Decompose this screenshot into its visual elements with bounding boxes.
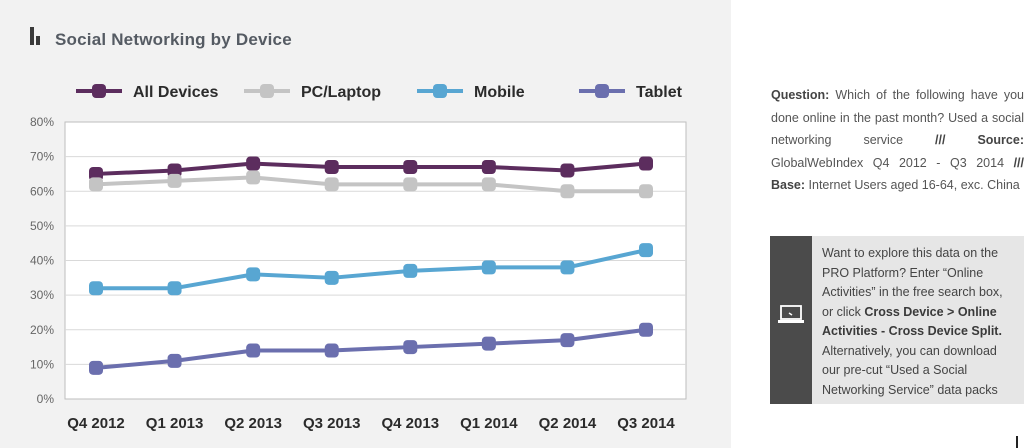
bar-chart-icon <box>30 27 42 45</box>
series-line <box>96 248 647 291</box>
data-point <box>481 260 496 275</box>
series-line <box>95 327 647 370</box>
y-tick-label: 80% <box>30 115 54 129</box>
y-tick-label: 60% <box>30 184 54 198</box>
x-tick-label: Q1 2014 <box>460 415 518 432</box>
callout-link-path[interactable]: Cross Device > Online Activities - Cross… <box>822 304 1002 339</box>
data-point <box>403 177 418 192</box>
callout-icon-strip <box>770 236 812 404</box>
data-point <box>560 184 575 199</box>
legend-label: All Devices <box>133 84 218 101</box>
legend-label: Mobile <box>474 84 525 101</box>
data-point <box>246 267 261 282</box>
x-tick-label: Q2 2014 <box>539 415 597 432</box>
x-tick-label: Q3 2013 <box>303 415 361 432</box>
question-body: Which of the following have you done onl… <box>771 88 1024 147</box>
data-point <box>560 163 575 178</box>
data-point <box>481 336 496 351</box>
x-tick-label: Q4 2013 <box>382 415 440 432</box>
chart-title: Social Networking by Device <box>55 30 292 49</box>
legend-label: PC/Laptop <box>301 84 381 101</box>
x-tick-label: Q3 2014 <box>617 415 675 432</box>
laptop-icon <box>778 305 804 323</box>
legend-swatch-marker <box>92 84 106 98</box>
callout-text: Want to explore this data on the PRO Pla… <box>822 244 1016 400</box>
series-line <box>95 175 646 194</box>
data-point <box>324 343 339 358</box>
data-point <box>246 343 261 358</box>
base-label: Base: <box>771 178 806 192</box>
y-tick-label: 40% <box>30 254 54 268</box>
y-tick-label: 0% <box>37 392 55 406</box>
legend-swatch-marker <box>433 84 447 98</box>
separator: /// <box>1013 155 1024 170</box>
source-body: GlobalWebIndex Q4 2012 - Q3 2014 <box>771 155 1014 170</box>
data-point <box>560 333 575 348</box>
x-tick-label: Q4 2012 <box>67 415 125 432</box>
x-tick-label: Q1 2013 <box>146 415 204 432</box>
source-label: Source: <box>945 133 1024 147</box>
data-point <box>89 360 103 375</box>
base-body: Internet Users aged 16-64, exc. China <box>805 178 1020 192</box>
legend-label: Tablet <box>636 84 683 101</box>
data-point <box>481 177 496 192</box>
data-point <box>167 281 182 296</box>
series-line <box>95 161 647 176</box>
data-point <box>639 184 653 199</box>
data-point <box>246 156 261 171</box>
data-point <box>167 353 182 368</box>
data-point <box>403 340 418 355</box>
data-point <box>639 322 653 337</box>
y-tick-label: 30% <box>30 288 54 302</box>
callout-text-intro: Want to explore this data on the PRO Pla… <box>822 246 1003 319</box>
data-point <box>246 170 261 185</box>
y-tick-label: 50% <box>30 219 54 233</box>
data-point <box>639 156 653 171</box>
question-text: Question: Which of the following have yo… <box>771 84 1024 197</box>
data-point <box>89 281 103 296</box>
data-point <box>324 160 339 175</box>
edge-mark <box>1016 436 1018 448</box>
legend-swatch-marker <box>595 84 609 98</box>
y-tick-label: 70% <box>30 150 54 164</box>
data-point <box>167 173 182 188</box>
question-label: Question: <box>771 88 830 102</box>
data-point <box>639 243 653 258</box>
data-point <box>560 260 575 275</box>
line-chart: 0% 10% 20% 30% 40% 50% 60% 70% 80% Q4 2012 Q1 2013… <box>30 84 687 432</box>
data-point <box>481 160 496 175</box>
y-tick-label: 20% <box>30 323 54 337</box>
data-point <box>324 177 339 192</box>
data-point <box>324 270 339 285</box>
legend-swatch-marker <box>260 84 274 98</box>
pro-platform-callout[interactable]: Want to explore this data on the PRO Pla… <box>770 236 1024 404</box>
y-tick-label: 10% <box>30 357 54 371</box>
x-tick-label: Q2 2013 <box>224 415 282 432</box>
data-point <box>89 177 103 192</box>
separator: /// <box>935 133 946 147</box>
callout-text-outro: Alternatively, you can download our pre-… <box>822 343 998 397</box>
data-point <box>403 263 418 278</box>
data-point <box>403 160 418 175</box>
